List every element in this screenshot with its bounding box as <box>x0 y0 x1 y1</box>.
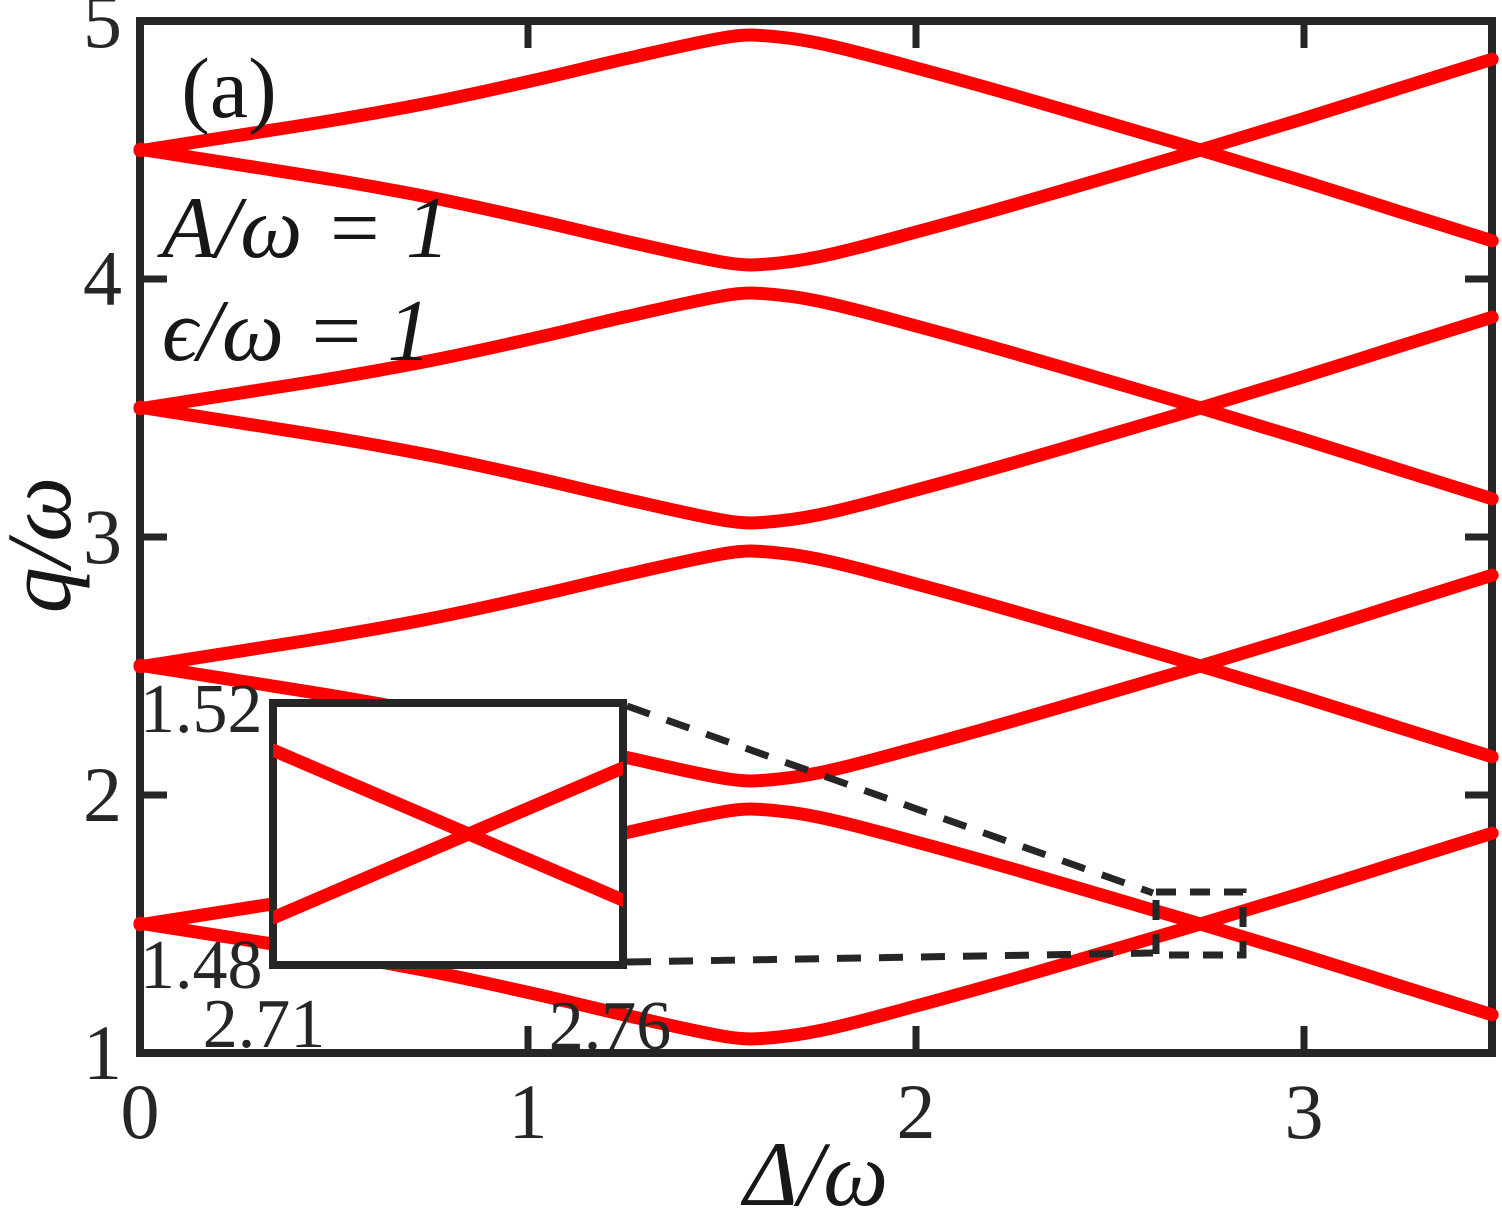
curve-3 <box>133 310 1499 530</box>
x-ticks <box>136 21 1308 1053</box>
inset-xright-label: 2.76 <box>549 988 672 1065</box>
curve-4 <box>133 544 1499 764</box>
inset-ybottom-label: 1.48 <box>140 927 263 1004</box>
y-tick-label: 2 <box>83 751 122 838</box>
inset-curves <box>273 743 623 925</box>
y-tick-label: 4 <box>83 235 122 322</box>
y-axis-label: q/ω <box>0 477 90 614</box>
zoom-inset <box>269 699 627 969</box>
curve-2 <box>133 286 1499 506</box>
annotation-bias: ϵ/ω = 1 <box>162 283 431 380</box>
y-ticks <box>140 17 1492 1057</box>
annotation-amplitude: A/ω = 1 <box>157 180 450 277</box>
y-tick-labels: 1 2 3 4 5 <box>83 0 122 1096</box>
curve-0 <box>133 28 1499 248</box>
x-tick-label: 0 <box>121 1068 160 1155</box>
inset-curve-0 <box>273 743 623 907</box>
x-axis-label: Δ/ω <box>740 1123 889 1225</box>
x-tick-label: 1 <box>509 1068 548 1155</box>
x-tick-label: 3 <box>1285 1068 1324 1155</box>
curve-1 <box>133 52 1499 272</box>
y-tick-label: 3 <box>83 493 122 580</box>
inset-ytop-label: 1.52 <box>140 671 263 748</box>
inset-curve-1 <box>273 761 623 925</box>
x-tick-labels: 0 1 2 3 <box>121 1068 1324 1155</box>
inset-xleft-label: 2.71 <box>203 986 326 1063</box>
callout-connector-bottom <box>626 949 1154 966</box>
zoom-callout <box>625 702 1247 966</box>
inset-box <box>269 699 627 969</box>
panel-label: (a) <box>181 40 276 136</box>
y-tick-label: 5 <box>83 0 122 64</box>
callout-rect <box>1152 888 1247 959</box>
x-tick-label: 2 <box>897 1068 936 1155</box>
y-tick-label: 1 <box>83 1009 122 1096</box>
callout-connector-top <box>625 702 1155 897</box>
